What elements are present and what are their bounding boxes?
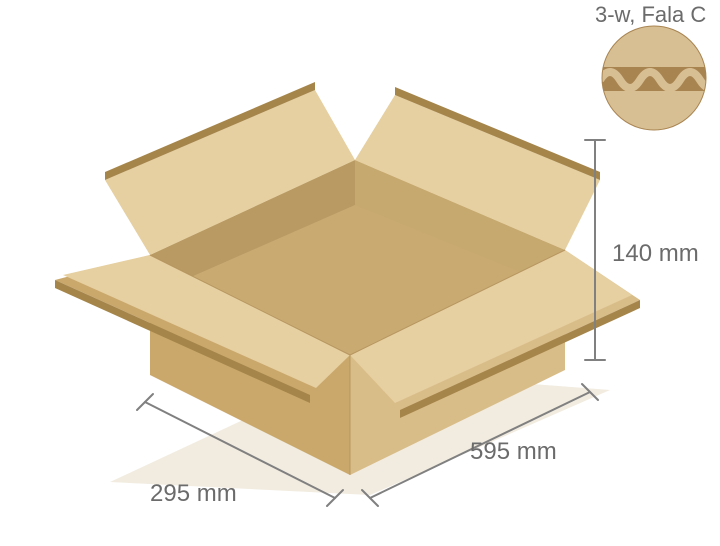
material-label: 3-w, Fala C	[595, 2, 706, 28]
dim-label-width: 595 mm	[470, 438, 557, 466]
box-diagram: 140 mm 595 mm 295 mm 3-w, Fala C	[0, 0, 720, 546]
dim-label-height: 140 mm	[612, 240, 699, 268]
box-svg	[0, 0, 720, 546]
cardboard-swatch	[600, 26, 720, 130]
dim-label-depth: 295 mm	[150, 480, 237, 508]
